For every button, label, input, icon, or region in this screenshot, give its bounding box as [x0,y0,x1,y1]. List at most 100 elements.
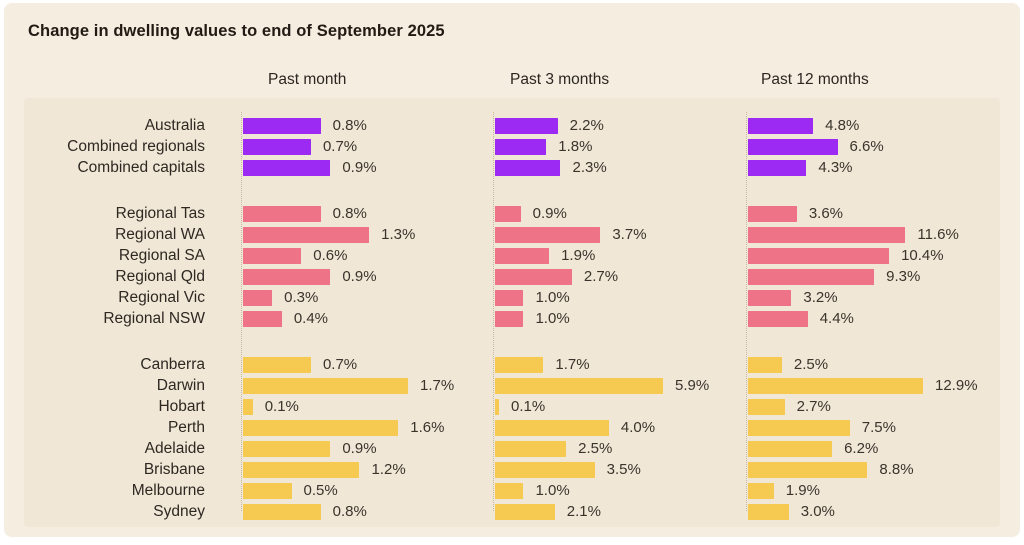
bar-value-label: 1.0% [535,482,570,499]
value-bar [243,482,292,499]
bar-value-label: 4.8% [825,117,860,134]
bar-group-capitals: Canberra 0.7% 1.7% 2.5% Darwin 1.7% 5.9% 12.9% H… [24,354,1000,522]
bar-cell: 0.6% [241,245,493,266]
bar-value-label: 0.9% [342,159,377,176]
chart-row: Regional Tas 0.8% 0.9% 3.6% [24,203,1000,224]
category-label: Regional WA [115,225,205,243]
value-bar [243,268,331,285]
bar-value-label: 3.6% [808,205,844,222]
value-bar [495,482,524,499]
category-label: Combined regionals [67,137,205,155]
chart-row: Australia 0.8% 2.2% 4.8% [24,115,1000,136]
value-bar [748,503,789,520]
chart-body: Australia 0.8% 2.2% 4.8% Combined regionals 0… [24,98,1000,527]
bar-cell: 2.1% [493,501,746,522]
value-bar [748,377,923,394]
axis-line-past-3-months [493,112,494,511]
category-label: Regional NSW [103,309,205,327]
bar-cell: 3.5% [493,459,746,480]
bar-cell: 3.7% [493,224,746,245]
chart-row: Canberra 0.7% 1.7% 2.5% [24,354,1000,375]
bar-cell: 0.9% [241,438,493,459]
chart-row: Melbourne 0.5% 1.0% 1.9% [24,480,1000,501]
value-bar [243,159,331,176]
category-label: Regional Tas [115,204,205,222]
bar-value-label: 0.8% [332,503,367,520]
chart-row: Combined capitals 0.9% 2.3% 4.3% [24,157,1000,178]
bar-value-label: 0.7% [322,138,358,155]
bar-cell: 3.0% [746,501,1000,522]
chart-row: Brisbane 1.2% 3.5% 8.8% [24,459,1000,480]
value-bar [748,159,807,176]
value-bar [748,268,875,285]
bar-cell: 2.5% [493,438,746,459]
chart-row: Combined regionals 0.7% 1.8% 6.6% [24,136,1000,157]
category-label: Australia [144,116,205,134]
bar-cell: 12.9% [746,375,1000,396]
bar-value-label: 6.2% [844,440,879,457]
bar-value-label: 6.6% [849,138,884,155]
bar-value-label: 10.4% [901,247,944,264]
bar-cell: 1.7% [241,375,493,396]
category-label: Darwin [156,376,205,394]
bar-value-label: 0.6% [313,247,348,264]
bar-cell: 0.9% [493,203,746,224]
chart-row: Regional NSW 0.4% 1.0% 4.4% [24,308,1000,329]
bar-value-label: 0.7% [322,356,358,373]
value-bar [748,482,774,499]
category-label: Hobart [158,397,205,415]
value-bar [243,356,311,373]
category-label: Adelaide [144,439,205,457]
bar-value-label: 1.0% [535,310,570,327]
value-bar [748,247,890,264]
bar-cell: 0.5% [241,480,493,501]
bar-cell: 0.8% [241,501,493,522]
bar-cell: 0.9% [241,157,493,178]
bar-cell: 6.2% [746,438,1000,459]
value-bar [243,226,370,243]
chart-title: Change in dwelling values to end of Sept… [28,22,445,40]
chart-row: Hobart 0.1% 0.1% 2.7% [24,396,1000,417]
bar-cell: 1.3% [241,224,493,245]
bar-value-label: 4.4% [819,310,854,327]
bar-value-label: 1.9% [561,247,596,264]
bar-group-national: Australia 0.8% 2.2% 4.8% Combined regionals 0… [24,115,1000,178]
value-bar [243,138,311,155]
bar-cell: 0.7% [241,354,493,375]
bar-cell: 0.1% [241,396,493,417]
value-bar [748,226,906,243]
bar-cell: 1.0% [493,308,746,329]
value-bar [243,503,321,520]
category-label: Perth [167,418,205,436]
panel-headers: Past month Past 3 months Past 12 months [24,71,1000,95]
value-bar [495,268,572,285]
bar-value-label: 11.6% [917,226,959,243]
bar-value-label: 3.7% [612,226,647,243]
value-bar [243,377,408,394]
bar-value-label: 1.8% [558,138,593,155]
value-bar [243,289,273,306]
bar-value-label: 0.9% [532,205,567,222]
bar-value-label: 0.9% [342,268,377,285]
bar-cell: 0.8% [241,203,493,224]
value-bar [495,138,547,155]
bar-cell: 1.9% [493,245,746,266]
bar-cell: 2.3% [493,157,746,178]
category-label: Sydney [153,502,205,520]
bar-value-label: 2.7% [796,398,831,415]
bar-value-label: 1.2% [371,461,406,478]
bar-cell: 7.5% [746,417,1000,438]
bar-cell: 11.6% [746,224,1000,245]
bar-value-label: 0.5% [303,482,338,499]
bar-value-label: 1.7% [555,356,590,373]
bar-group-regional: Regional Tas 0.8% 0.9% 3.6% Regional WA 1.3% 3… [24,203,1000,329]
value-bar [495,398,499,415]
bar-value-label: 8.8% [879,461,914,478]
bar-value-label: 3.5% [606,461,641,478]
value-bar [495,289,524,306]
bar-value-label: 5.9% [675,377,710,394]
bar-value-label: 0.8% [332,117,367,134]
category-label: Brisbane [143,460,205,478]
value-bar [748,138,838,155]
axis-line-past-12-months [746,112,747,511]
